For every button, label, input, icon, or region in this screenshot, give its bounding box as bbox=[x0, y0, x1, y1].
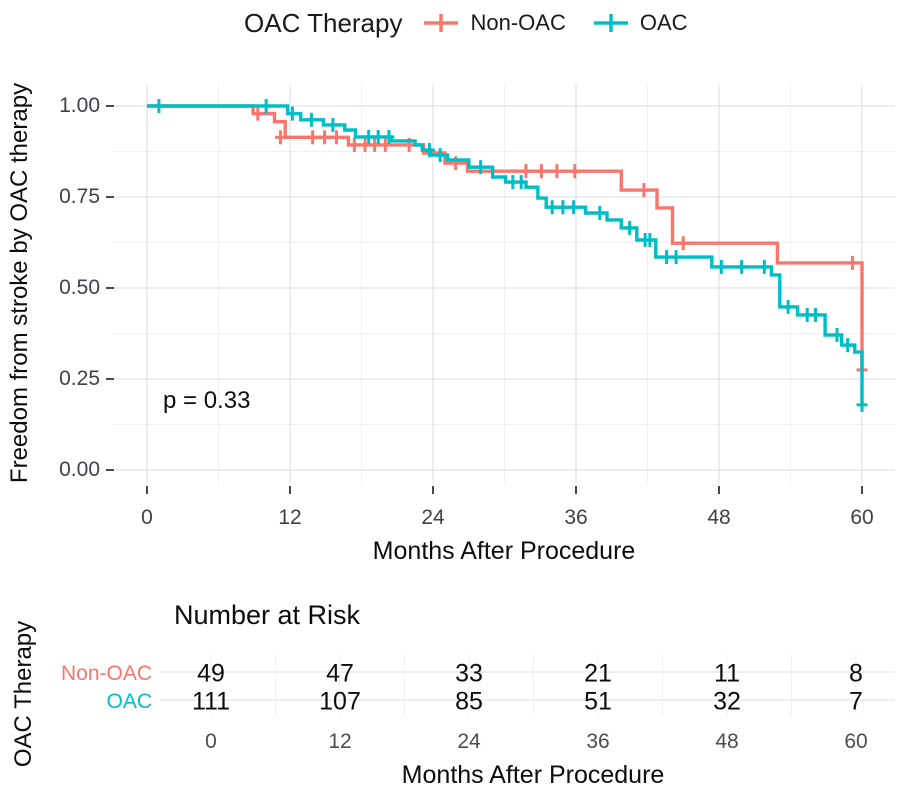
risk-x-tick-label-0: 0 bbox=[205, 730, 217, 753]
risk-count-oac-m12: 107 bbox=[319, 687, 361, 716]
y-tick-label-0.25: 0.25 bbox=[59, 367, 100, 390]
legend-label-oac: OAC bbox=[639, 10, 688, 35]
y-tick-label-0.50: 0.50 bbox=[59, 276, 100, 299]
risk-count-non-oac-m0: 49 bbox=[197, 659, 225, 688]
risk-x-tick-label-60: 60 bbox=[844, 730, 868, 753]
legend: OAC Therapy Non-OAC OAC bbox=[244, 4, 714, 42]
risk-row-label-oac: OAC bbox=[106, 690, 152, 713]
risk-count-non-oac-m12: 47 bbox=[326, 659, 354, 688]
x-tick-label-36: 36 bbox=[564, 506, 588, 529]
risk-x-tick-label-24: 24 bbox=[457, 730, 481, 753]
y-tick-label-0.00: 0.00 bbox=[59, 458, 100, 481]
x-tick-label-24: 24 bbox=[421, 506, 445, 529]
risk-x-tick-label-48: 48 bbox=[715, 730, 739, 753]
p-value-annotation: p = 0.33 bbox=[163, 387, 251, 414]
x-tick-label-0: 0 bbox=[141, 506, 153, 529]
risk-count-oac-m0: 111 bbox=[191, 687, 231, 716]
legend-title: OAC Therapy bbox=[244, 7, 403, 38]
risk-count-non-oac-m36: 21 bbox=[584, 659, 612, 688]
risk-count-non-oac-m60: 8 bbox=[849, 659, 863, 688]
risk-row-label-non-oac: Non-OAC bbox=[60, 662, 152, 685]
risk-count-oac-m24: 85 bbox=[455, 687, 483, 716]
y-tick-label-0.75: 0.75 bbox=[59, 185, 100, 208]
x-axis-title: Months After Procedure bbox=[372, 537, 636, 565]
legend-entry-oac: OAC bbox=[592, 10, 688, 36]
legend-entry-non-oac: Non-OAC bbox=[422, 10, 566, 36]
x-tick-label-48: 48 bbox=[707, 506, 731, 529]
x-tick-label-60: 60 bbox=[850, 506, 874, 529]
risk-count-oac-m48: 32 bbox=[713, 687, 741, 716]
risk-x-tick-label-36: 36 bbox=[586, 730, 610, 753]
survival-curve-non-oac bbox=[147, 104, 864, 370]
y-tick-label-1.00: 1.00 bbox=[59, 94, 100, 117]
risk-x-tick-label-12: 12 bbox=[328, 730, 352, 753]
risk-count-oac-m60: 7 bbox=[849, 687, 863, 716]
legend-label-non-oac: Non-OAC bbox=[470, 10, 566, 35]
risk-count-non-oac-m48: 11 bbox=[714, 659, 740, 688]
risk-table-title: Number at Risk bbox=[174, 600, 361, 630]
non-oac-curve-key-icon bbox=[424, 14, 459, 32]
risk-table-x-axis-title: Months After Procedure bbox=[401, 761, 665, 789]
x-tick-label-12: 12 bbox=[278, 506, 302, 529]
risk-count-non-oac-m24: 33 bbox=[455, 659, 483, 688]
oac-curve-key-icon bbox=[593, 14, 628, 32]
risk-count-oac-m36: 51 bbox=[584, 687, 612, 716]
